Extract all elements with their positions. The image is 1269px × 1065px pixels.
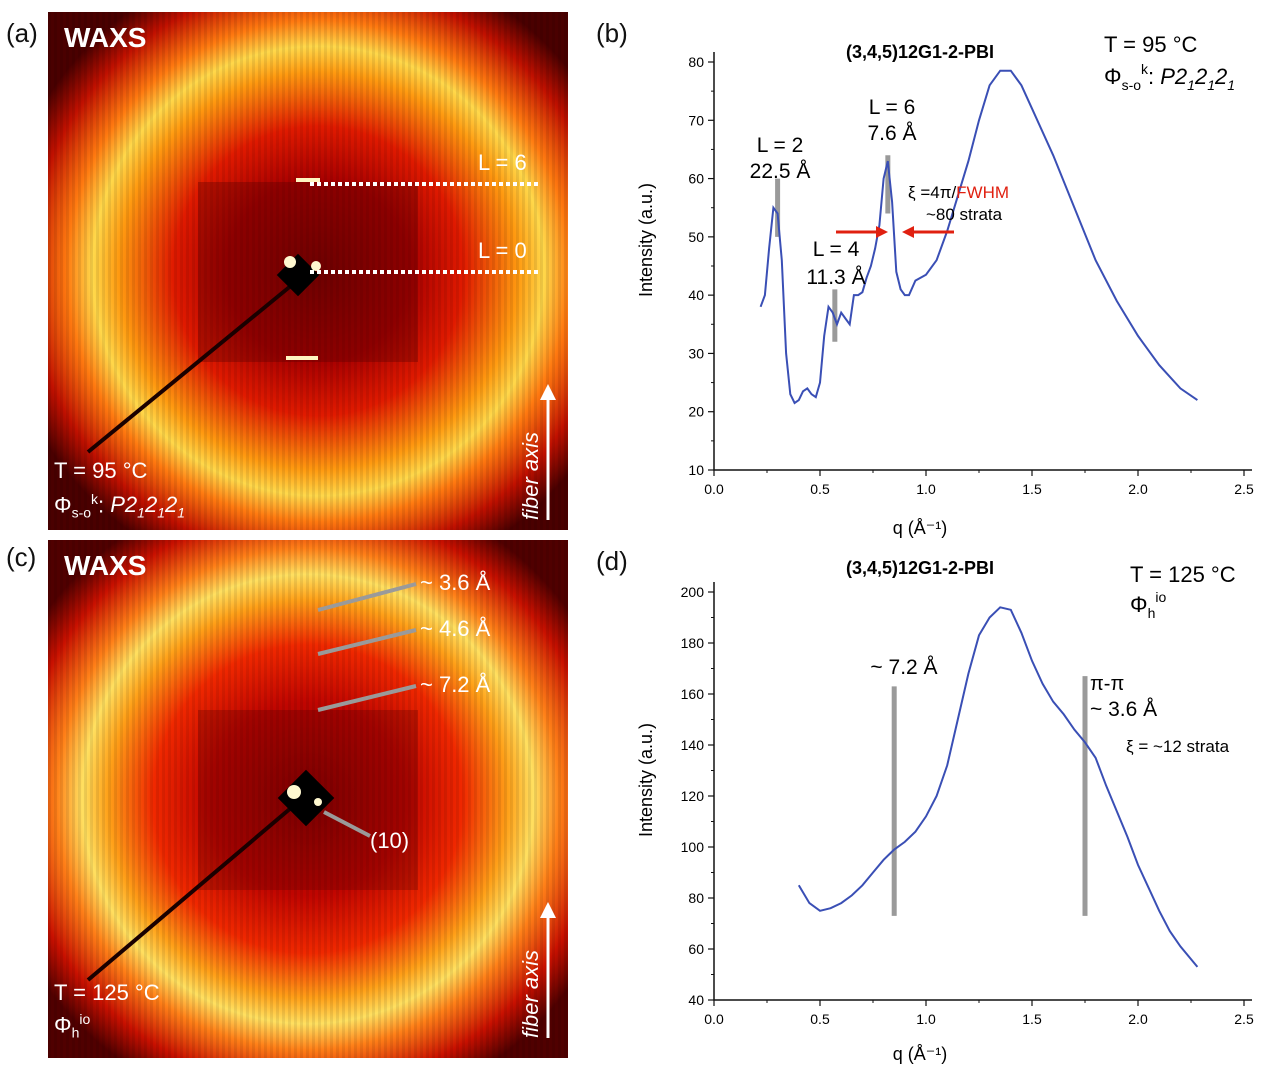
x-tick-label: 2.0 [1128,481,1148,497]
x-axis-label: q (Å⁻¹) [893,518,948,538]
axes-frame [713,582,1252,1001]
fiber-axis-arrow-icon [540,902,556,1038]
y-tick-label: 60 [688,171,704,187]
fwhm-arrows-icon [836,226,954,238]
intensity-chart-d: 0.0 0.5 1.0 1.5 2.0 2.5 40 60 80 100 120 140 160 180 2… [636,558,1254,1064]
waxs-image-a [48,12,568,530]
x-tick-label: 2.0 [1128,1011,1148,1027]
fiber-axis-label: fiber axis [518,949,543,1038]
label-l6: L = 6 [478,150,527,175]
intensity-curve [797,606,1199,968]
label-7-2: ~ 7.2 Å [420,672,491,697]
y-tick-label: 80 [688,890,704,906]
y-axis-label: Intensity (a.u.) [636,183,656,297]
y-tick-label: 70 [688,112,704,128]
temperature-label: T = 95 °C [54,458,148,483]
waxs-label: WAXS [64,550,147,581]
phase-label: Φs-ok: P212121 [1104,61,1235,93]
fiber-axis-label: fiber axis [518,431,543,520]
x-tick-label: 2.5 [1234,481,1254,497]
temperature-label: T = 125 °C [1130,562,1236,587]
strata-label: ξ = ~12 strata [1126,737,1230,756]
y-tick-label: 120 [681,788,705,804]
label-l0: L = 0 [478,238,527,263]
l2-label: L = 2 [757,134,804,157]
l2-spacing: 22.5 Å [750,160,811,183]
phase-label: Φs-ok: P212121 [54,491,186,521]
x-tick-label: 1.0 [916,1011,936,1027]
y-tick-label: 60 [688,941,704,957]
phase-label: Φhio [54,1011,91,1041]
x-tick-label: 2.5 [1234,1011,1254,1027]
panel-letter-d: (d) [596,546,628,576]
x-tick-label: 1.0 [916,481,936,497]
label-10: (10) [370,828,410,853]
panel-letter-a: (a) [6,18,38,48]
x-axis-label: q (Å⁻¹) [893,1044,948,1064]
waxs-pattern-a: WAXS L = 6 L = 0 T = 95 °C Φs-ok: P21212… [48,12,568,530]
waxs-label: WAXS [64,22,147,53]
l4-spacing: 11.3 Å [806,266,865,289]
y-tick-label: 30 [688,345,704,361]
d36-label: ~ 3.6 Å [1090,698,1157,721]
pipi-label: π-π [1090,673,1124,695]
y-tick-label: 100 [681,839,705,855]
y-tick-label: 140 [681,737,705,753]
temperature-label: T = 95 °C [1104,32,1197,57]
y-tick-label: 20 [688,404,704,420]
waxs-pattern-c: WAXS ~ 3.6 Å ~ 4.6 Å ~ 7.2 Å (10) T = 12… [48,540,568,1058]
panel-letter-b: (b) [596,18,628,48]
y-tick-label: 40 [688,992,704,1008]
y-tick-label: 160 [681,686,705,702]
waxs-image-c [48,540,568,1058]
correlation-length-formula: ξ =4π/FWHM [908,183,1009,202]
temperature-label: T = 125 °C [54,980,160,1005]
y-tick-label: 50 [688,229,704,245]
y-tick-label: 10 [688,462,704,478]
y-tick-label: 80 [688,54,704,70]
strata-label: ~80 strata [926,205,1003,224]
y-axis-label: Intensity (a.u.) [636,723,656,837]
l4-label: L = 4 [813,238,860,261]
axes-frame [713,52,1252,471]
x-tick-label: 0.5 [810,481,830,497]
y-tick-label: 40 [688,287,704,303]
y-tick-label: 180 [681,635,705,651]
chart-title: (3,4,5)12G1-2-PBI [846,558,994,578]
chart-title: (3,4,5)12G1-2-PBI [846,42,994,62]
x-tick-label: 0.0 [704,481,724,497]
x-tick-label: 1.5 [1022,1011,1042,1027]
label-3-6: ~ 3.6 Å [420,570,491,595]
d72-label: ~ 7.2 Å [870,656,937,679]
y-tick-label: 200 [681,584,705,600]
l6-label: L = 6 [869,96,916,119]
fiber-axis-arrow-icon [540,384,556,520]
intensity-chart-b: 0.0 0.5 1.0 1.5 2.0 2.5 10 20 30 40 50 60 70 80 (3,4,… [636,32,1254,538]
x-tick-label: 0.5 [810,1011,830,1027]
x-tick-label: 1.5 [1022,481,1042,497]
phase-label: Φhio [1130,589,1166,621]
x-tick-label: 0.0 [704,1011,724,1027]
l6-spacing: 7.6 Å [867,122,916,145]
panel-letter-c: (c) [6,542,37,572]
label-4-6: ~ 4.6 Å [420,616,491,641]
intensity-curve [759,69,1198,405]
